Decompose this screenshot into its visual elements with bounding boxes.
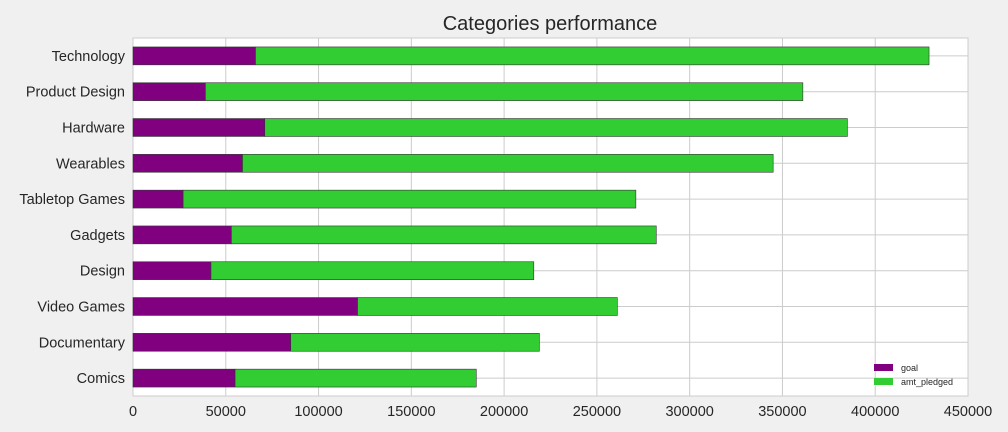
category-label: Wearables	[56, 156, 125, 172]
bar-amt-pledged	[264, 118, 848, 137]
category-label: Product Design	[26, 85, 125, 101]
x-tick-label: 200000	[480, 404, 528, 420]
bar-goal	[132, 261, 212, 280]
legend: goal amt_pledged	[874, 363, 953, 387]
bar-amt-pledged	[234, 368, 477, 388]
category-label: Design	[80, 264, 125, 280]
bars	[132, 46, 930, 388]
bar-goal	[132, 225, 232, 245]
legend-label: goal	[901, 363, 918, 373]
plot-border	[132, 37, 969, 397]
x-tick-label: 150000	[387, 404, 435, 420]
category-label: Comics	[77, 371, 125, 387]
chart-title: Categories performance	[443, 13, 658, 35]
x-tick-labels: 0 50000 100000 150000 200000 250000 300000 3500…	[129, 404, 992, 420]
bar-amt-pledged	[205, 82, 804, 101]
bar-goal	[132, 46, 256, 66]
y-tick-labels: Technology Product Design Hardware Wearable…	[19, 49, 125, 387]
bar-goal	[132, 82, 206, 101]
x-tick-label: 450000	[944, 404, 992, 420]
bar-goal	[132, 368, 236, 388]
x-tick-label: 250000	[573, 404, 621, 420]
legend-swatch-amt-pledged	[874, 378, 893, 385]
bar-amt-pledged	[242, 154, 774, 173]
bar-goal	[132, 333, 292, 352]
legend-label: amt_pledged	[901, 377, 953, 387]
x-tick-label: 400000	[851, 404, 899, 420]
category-label: Gadgets	[70, 228, 125, 244]
bar-goal	[132, 297, 358, 316]
x-tick-label: 100000	[294, 404, 342, 420]
bar-amt-pledged	[182, 189, 637, 209]
x-tick-label: 50000	[206, 404, 246, 420]
x-tick-label: 350000	[758, 404, 806, 420]
bar-amt-pledged	[290, 333, 540, 352]
x-tick-label: 0	[129, 404, 137, 420]
bar-goal	[132, 118, 266, 137]
category-label: Hardware	[62, 121, 125, 137]
bar-amt-pledged	[231, 225, 657, 245]
bar-goal	[132, 189, 184, 209]
bar-amt-pledged	[357, 297, 618, 316]
category-label: Video Games	[37, 300, 125, 316]
bar-amt-pledged	[210, 261, 535, 280]
x-tick-label: 300000	[665, 404, 713, 420]
category-label: Technology	[52, 49, 126, 65]
category-label: Documentary	[39, 335, 126, 351]
category-label: Tabletop Games	[19, 192, 125, 208]
legend-swatch-goal	[874, 364, 893, 371]
bar-goal	[132, 154, 243, 173]
bar-amt-pledged	[255, 46, 930, 66]
